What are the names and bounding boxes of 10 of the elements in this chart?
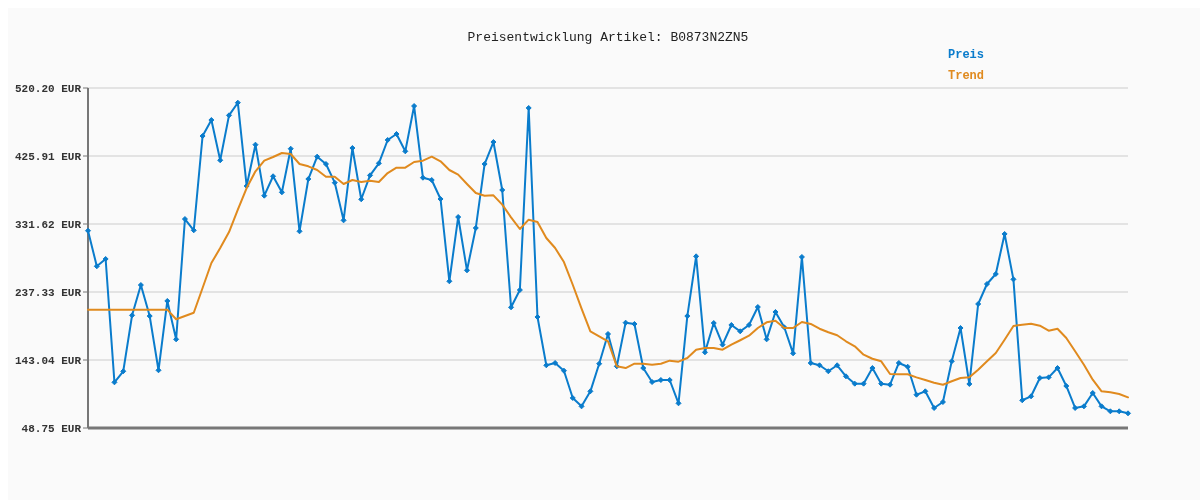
chart-title: Preisentwicklung Artikel: B0873N2ZN5 — [467, 30, 749, 45]
line-series — [87, 151, 1129, 399]
y-tick-label: 237.33 EUR — [14, 286, 82, 299]
y-tick-label: 331.62 EUR — [14, 218, 82, 231]
y-tick-label: 520.20 EUR — [14, 82, 82, 95]
y-tick-label: 425.91 EUR — [14, 150, 82, 163]
y-tick-label: 143.04 EUR — [14, 354, 82, 367]
text: Preis — [948, 48, 985, 62]
y-tick-label: 48.75 EUR — [21, 422, 82, 435]
text: Trend — [948, 69, 985, 83]
